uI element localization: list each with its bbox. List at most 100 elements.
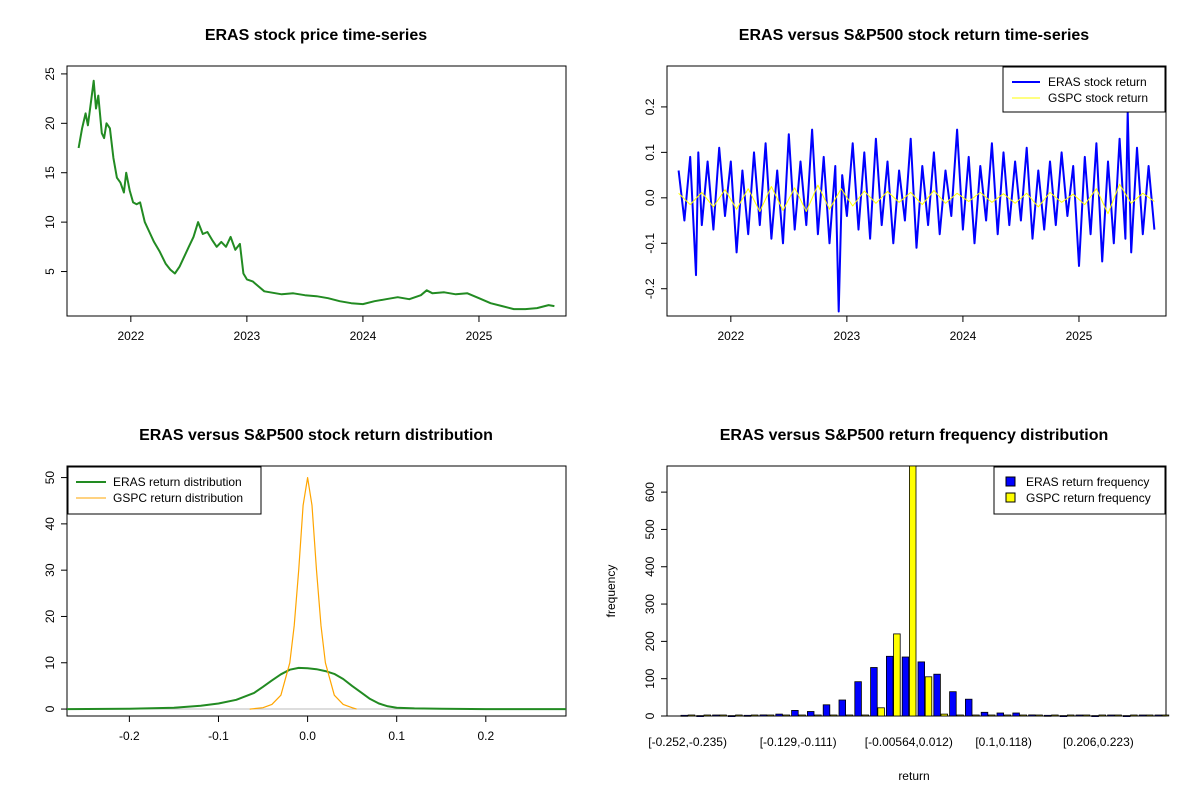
histogram-bar xyxy=(949,691,957,717)
histogram-bar xyxy=(956,714,964,717)
panel-return-frequency: ERAS versus S&P500 return frequency dist… xyxy=(604,427,1170,783)
histogram-bar xyxy=(893,633,901,717)
plot-frame xyxy=(66,465,567,717)
x-tick-label: 2022 xyxy=(117,329,144,343)
chart-title: ERAS versus S&P500 return frequency dist… xyxy=(720,427,1109,444)
histogram-bar xyxy=(965,698,973,717)
y-tick-label: 0.1 xyxy=(643,144,657,161)
histogram-bar xyxy=(1044,714,1052,717)
x-axis: 2022 2023 2024 2025 xyxy=(117,316,493,343)
y-tick-label: 30 xyxy=(43,563,57,577)
histogram-bar xyxy=(743,714,752,717)
plot-area xyxy=(77,79,555,311)
histogram-bar xyxy=(1075,714,1083,717)
x-tick-label: 0.2 xyxy=(477,729,494,743)
histogram-bar xyxy=(759,714,767,717)
y-tick-label: 400 xyxy=(643,556,657,576)
legend-swatch xyxy=(1005,476,1016,487)
histogram-bar xyxy=(845,714,854,717)
histogram-bar xyxy=(712,714,720,717)
histogram-bar xyxy=(751,714,759,717)
x-tick-label: 2023 xyxy=(834,329,861,343)
histogram-bar xyxy=(1114,714,1122,717)
histogram-bar xyxy=(988,714,996,717)
histogram-bar xyxy=(1161,714,1170,717)
histogram-bar xyxy=(909,465,917,717)
y-axis: 0 10 20 30 40 50 xyxy=(43,471,67,712)
y-axis: -0.2 -0.1 0.0 0.1 0.2 xyxy=(643,98,667,299)
y-tick-label: 500 xyxy=(643,519,657,539)
chart-title: ERAS versus S&P500 stock return distribu… xyxy=(139,427,493,444)
histogram-bar xyxy=(1003,714,1012,717)
series-line xyxy=(66,666,566,711)
plot-frame xyxy=(666,465,1167,717)
histogram-bar xyxy=(728,715,736,717)
y-tick-label: 25 xyxy=(43,67,57,81)
histogram-bar xyxy=(735,714,743,717)
series-line xyxy=(677,110,1156,313)
panel-price-timeseries: ERAS stock price time-series 2022 2023 202… xyxy=(43,27,567,343)
histogram-bar xyxy=(766,714,775,717)
y-tick-label: 5 xyxy=(43,268,57,275)
y-tick-label: -0.1 xyxy=(643,233,657,254)
histogram-bar xyxy=(972,714,980,717)
histogram-bar xyxy=(1130,714,1138,717)
histogram-bar xyxy=(940,713,948,717)
series-line xyxy=(249,477,357,710)
y-tick-label: 300 xyxy=(643,594,657,614)
legend-label: ERAS return frequency xyxy=(1026,475,1149,489)
histogram-bar xyxy=(782,714,790,717)
y-axis: 5 10 15 20 25 xyxy=(43,67,67,275)
x-tick-label: [0.1,0.118) xyxy=(975,735,1031,749)
histogram-bar xyxy=(1051,714,1059,717)
plot-area xyxy=(680,465,1170,717)
histogram-bar xyxy=(680,714,688,717)
histogram-bar xyxy=(1098,714,1106,717)
histogram-bar xyxy=(1019,714,1027,717)
legend: ERAS return distribution GSPC return dis… xyxy=(67,466,262,515)
y-tick-label: 0 xyxy=(643,712,657,719)
x-tick-label: [0.206,0.223) xyxy=(1063,735,1134,749)
histogram-bar xyxy=(980,711,989,717)
histogram-bar xyxy=(996,712,1004,717)
chart-title: ERAS stock price time-series xyxy=(205,27,427,44)
plot-frame xyxy=(66,65,567,317)
histogram-bar xyxy=(917,661,925,717)
y-tick-label: 15 xyxy=(43,166,57,180)
plot-frame xyxy=(666,65,1167,317)
x-axis: -0.2 -0.1 0.0 0.1 0.2 xyxy=(119,716,494,743)
plot-area xyxy=(677,110,1156,313)
histogram-bar xyxy=(798,714,806,717)
legend-label: GSPC return distribution xyxy=(113,491,243,505)
x-tick-label: 2025 xyxy=(466,329,493,343)
y-tick-label: 10 xyxy=(43,656,57,670)
legend-swatch xyxy=(1005,492,1016,503)
y-tick-label: 20 xyxy=(43,609,57,623)
y-tick-label: 50 xyxy=(43,471,57,485)
x-tick-label: 2024 xyxy=(350,329,377,343)
y-tick-label: 0 xyxy=(43,705,57,712)
legend-label: GSPC stock return xyxy=(1048,91,1148,105)
x-tick-label: 2023 xyxy=(234,329,261,343)
y-tick-label: 0.2 xyxy=(643,98,657,115)
histogram-bar xyxy=(1028,714,1036,717)
histogram-bar xyxy=(933,673,941,717)
y-tick-label: -0.2 xyxy=(643,278,657,299)
histogram-bar xyxy=(830,714,838,717)
y-axis: 0 100 200 300 400 500 600 xyxy=(643,482,667,719)
panel-return-distribution: ERAS versus S&P500 stock return distribu… xyxy=(43,427,567,743)
y-tick-label: 600 xyxy=(643,482,657,502)
histogram-bar xyxy=(870,667,878,717)
histogram-bar xyxy=(901,656,910,717)
histogram-bar xyxy=(1067,714,1075,717)
legend-box xyxy=(67,466,262,515)
y-tick-label: 10 xyxy=(43,215,57,229)
legend-label: GSPC return frequency xyxy=(1026,491,1151,505)
histogram-bar xyxy=(838,699,846,717)
x-tick-label: 2024 xyxy=(950,329,977,343)
histogram-bar xyxy=(775,713,783,717)
x-tick-label: 0.1 xyxy=(388,729,405,743)
histogram-bar xyxy=(861,714,869,717)
histogram-bar xyxy=(877,707,885,717)
